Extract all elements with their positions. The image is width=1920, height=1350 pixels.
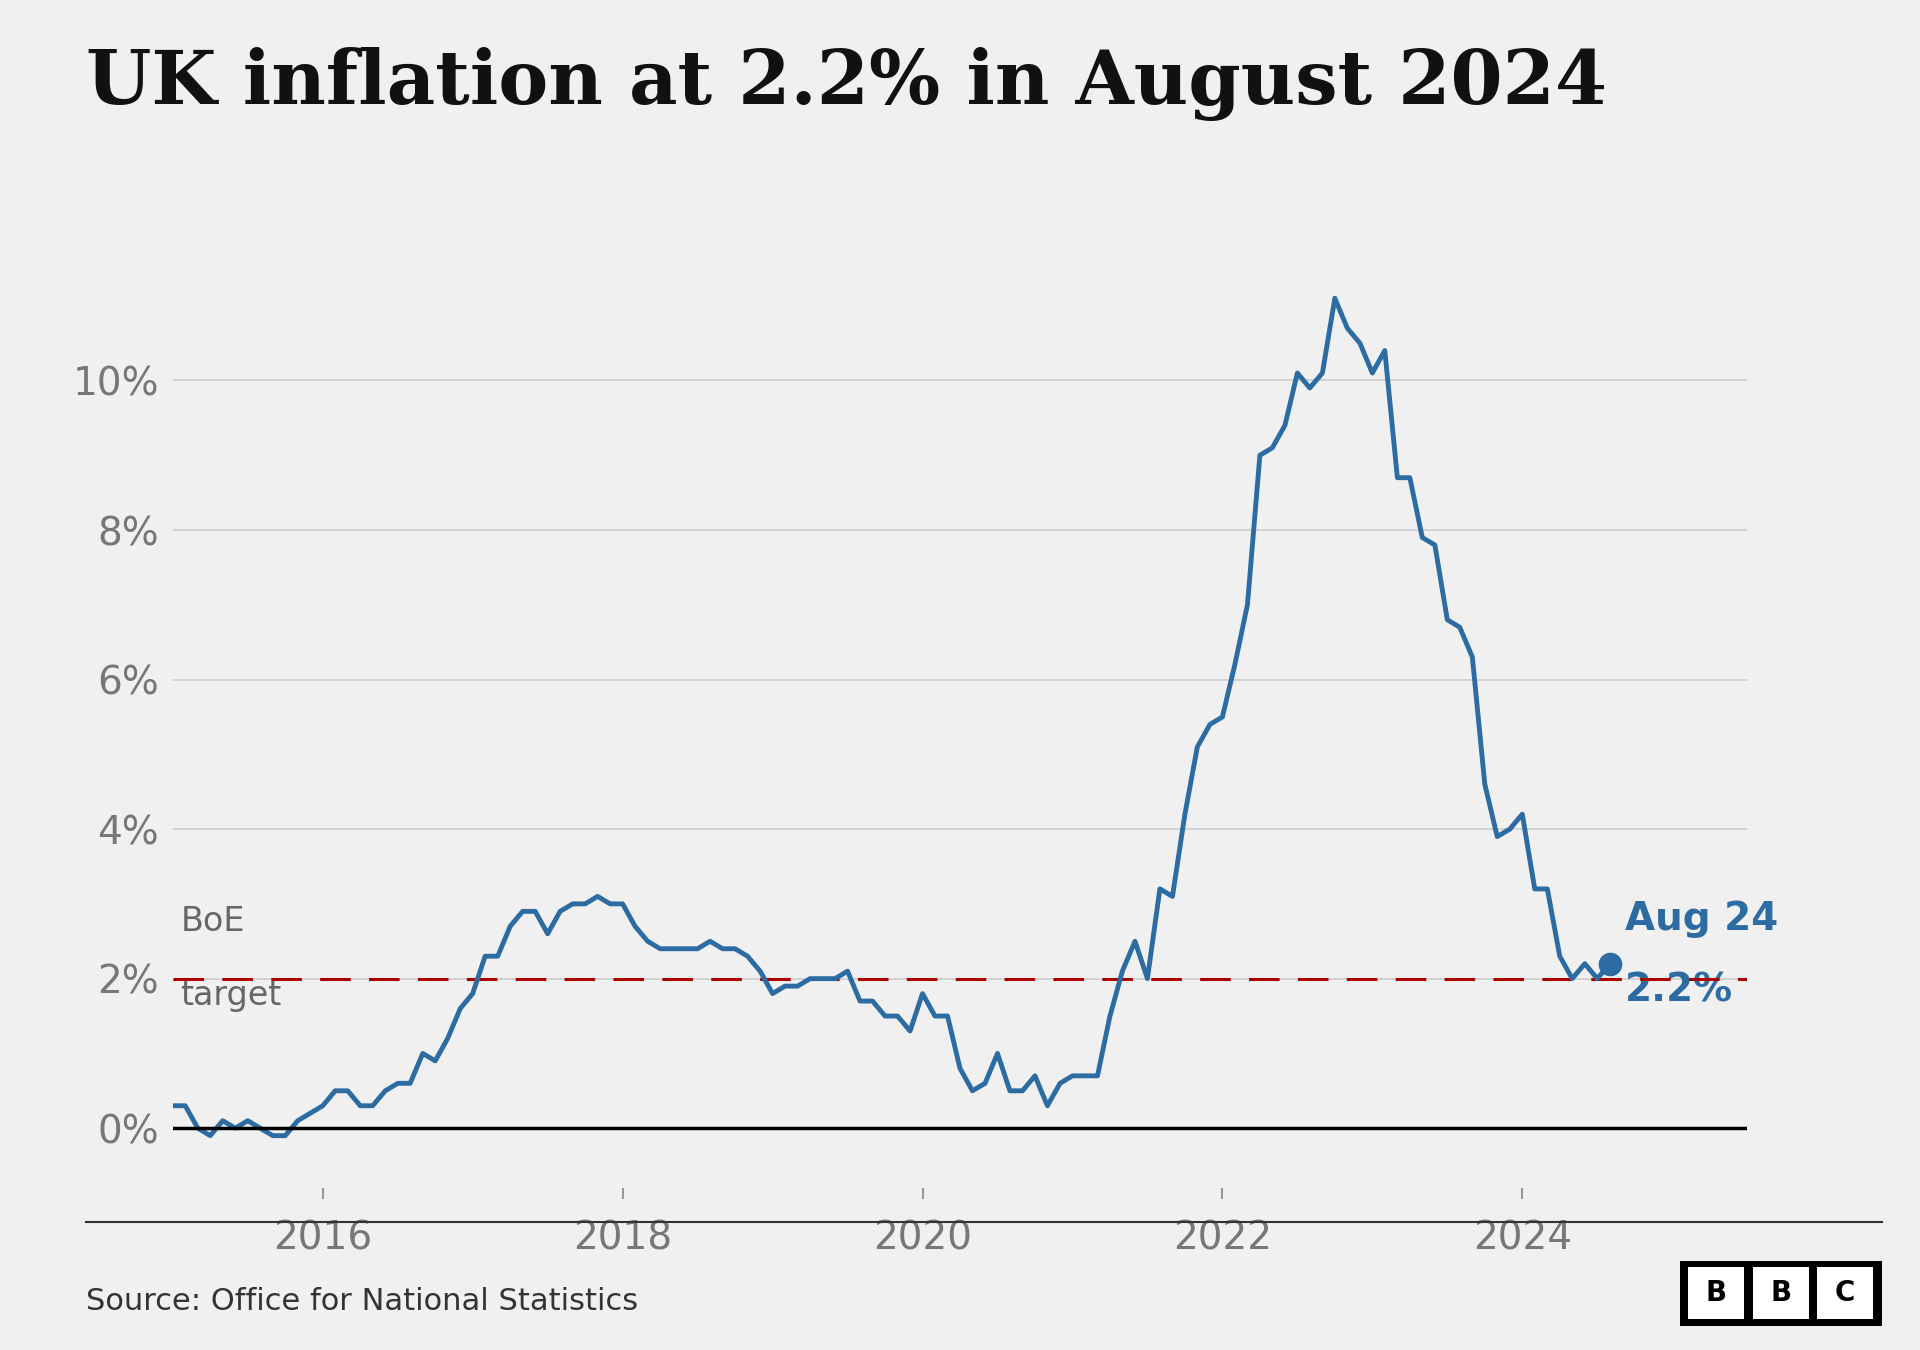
Text: Source: Office for National Statistics: Source: Office for National Statistics (86, 1288, 639, 1316)
Text: Aug 24: Aug 24 (1624, 899, 1778, 937)
Text: C: C (1836, 1280, 1855, 1307)
Text: target: target (180, 979, 282, 1012)
Text: BoE: BoE (180, 904, 244, 937)
Text: 2.2%: 2.2% (1624, 971, 1734, 1010)
Text: B: B (1770, 1280, 1791, 1307)
Text: B: B (1705, 1280, 1726, 1307)
Text: UK inflation at 2.2% in August 2024: UK inflation at 2.2% in August 2024 (86, 47, 1607, 122)
